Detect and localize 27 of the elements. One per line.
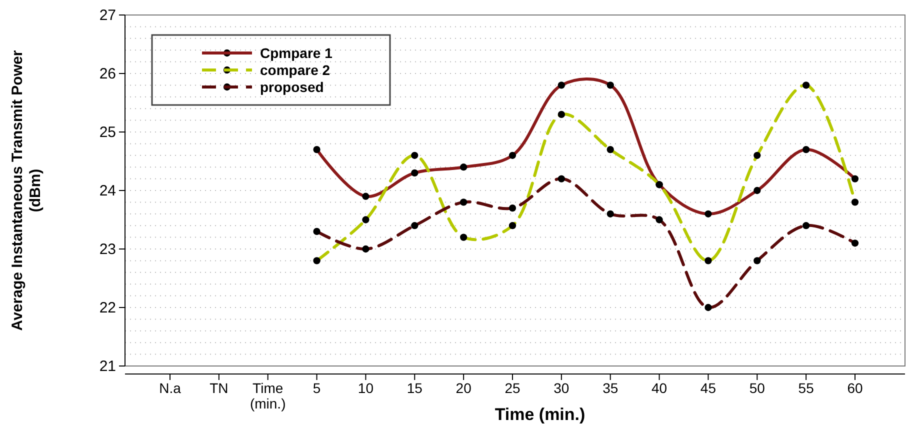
- x-tick-label: Time (min.): [250, 380, 286, 412]
- y-tick-label: 23: [99, 240, 116, 258]
- x-tick-label: 25: [504, 380, 520, 396]
- x-tick-label: 5: [312, 380, 321, 396]
- x-tick-label: 15: [406, 380, 423, 396]
- y-tick-label: 25: [99, 124, 116, 141]
- x-tick-label: 10: [358, 380, 374, 396]
- x-tick-label: 60: [847, 380, 863, 396]
- y-tick-label: 26: [99, 65, 116, 82]
- legend-label: compare 2: [260, 62, 330, 78]
- y-tick-label: 22: [99, 299, 116, 316]
- x-tick-label: 40: [651, 380, 668, 396]
- legend-label: proposed: [260, 79, 324, 95]
- y-axis-title: Average Instantaneous Transmit Power (dBm): [9, 50, 44, 331]
- x-tick-label: 45: [700, 380, 716, 396]
- x-tick-label: 50: [749, 380, 766, 396]
- x-tick-label: 35: [602, 380, 618, 396]
- x-tick-label: 30: [554, 380, 570, 396]
- x-axis-title: Time (min.): [494, 405, 586, 424]
- y-tick-label: 27: [99, 6, 116, 24]
- legend-label: Cpmpare 1: [260, 45, 333, 61]
- x-tick-label: 20: [456, 380, 472, 396]
- y-tick-label: 24: [99, 182, 116, 200]
- x-tick-label: 55: [798, 380, 814, 396]
- x-tick-label: TN: [210, 380, 228, 396]
- x-tick-label: N.a: [159, 380, 182, 396]
- y-tick-label: 21: [99, 358, 116, 375]
